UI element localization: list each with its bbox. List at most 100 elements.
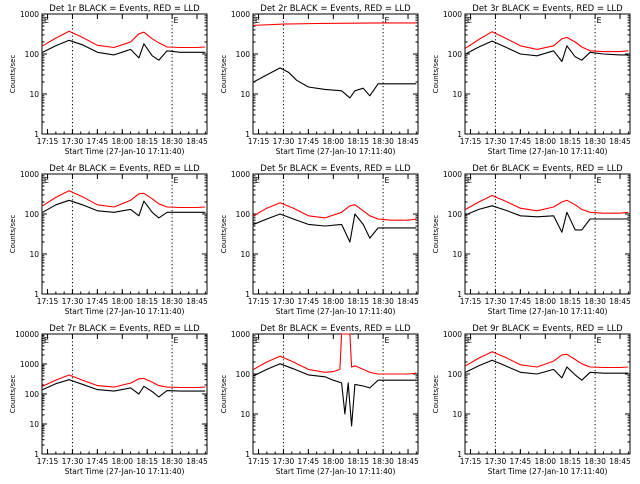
x-tick-label: 17:30 (485, 457, 507, 466)
y-tick-label: 100 (25, 210, 40, 219)
y-tick-label: 100 (236, 210, 251, 219)
series-line-events (465, 40, 629, 63)
x-tick-label: 18:15 (136, 137, 158, 146)
x-tick-label: 17:45 (510, 137, 532, 146)
chart-panel-8: Det 8r BLACK = Events, RED = LLD 1 10 100 10… (220, 324, 419, 476)
x-tick-label: 18:00 (322, 457, 344, 466)
chart-panel-1: Det 1r BLACK = Events, RED = LLD 1 10 100 10… (9, 4, 208, 156)
y-tick-label: 1 (245, 130, 250, 139)
x-axis-label: Start Time (27-Jan-10 17:11:40) (65, 147, 185, 156)
event-marker-label: E (44, 336, 49, 345)
y-axis-label: Counts/sec (220, 215, 228, 254)
x-tick-label: 18:45 (609, 297, 631, 306)
plot-frame (252, 173, 419, 295)
x-axis-label: Start Time (27-Jan-10 17:11:40) (488, 147, 608, 156)
y-axis-label: Counts/sec (432, 55, 440, 94)
x-tick-label: 18:30 (372, 297, 394, 306)
event-marker-label: E (596, 336, 601, 345)
chart-panel-7: Det 7r BLACK = Events, RED = LLD 1 10 100 10… (9, 324, 208, 476)
x-tick-label: 17:45 (298, 137, 320, 146)
event-marker-label: E (467, 16, 472, 25)
x-tick-label: 17:45 (87, 137, 109, 146)
event-marker-label: E (173, 16, 178, 25)
y-tick-label: 1000 (20, 170, 39, 179)
plot-frame (41, 13, 208, 135)
y-tick-label: 1 (245, 290, 250, 299)
plot-frame (252, 13, 419, 135)
event-marker-label: E (255, 336, 260, 345)
y-tick-label: 10 (452, 410, 462, 419)
x-axis-label: Start Time (27-Jan-10 17:11:40) (488, 467, 608, 476)
x-axis-label: Start Time (27-Jan-10 17:11:40) (65, 467, 185, 476)
series-line-events (42, 199, 206, 219)
x-tick-label: 17:45 (510, 297, 532, 306)
x-tick-label: 18:30 (584, 137, 606, 146)
x-tick-label: 18:30 (161, 137, 183, 146)
x-tick-label: 18:00 (111, 457, 133, 466)
x-tick-label: 17:30 (62, 137, 84, 146)
x-tick-label: 17:15 (460, 457, 482, 466)
x-tick-label: 18:45 (186, 457, 208, 466)
y-tick-label: 1000 (231, 170, 250, 179)
y-tick-label: 1 (457, 130, 462, 139)
y-tick-label: 100 (236, 50, 251, 59)
chart-panel-3: Det 3r BLACK = Events, RED = LLD 1 10 100 10… (432, 4, 631, 156)
x-tick-label: 18:45 (609, 137, 631, 146)
y-tick-label: 10 (29, 90, 39, 99)
chart-title: Det 7r BLACK = Events, RED = LLD (49, 324, 200, 334)
y-tick-label: 100 (25, 50, 40, 59)
x-tick-label: 17:15 (37, 137, 59, 146)
y-tick-label: 10 (452, 250, 462, 259)
x-tick-label: 17:15 (460, 297, 482, 306)
x-axis-label: Start Time (27-Jan-10 17:11:40) (488, 307, 608, 316)
event-marker-label: E (255, 16, 260, 25)
x-axis-label: Start Time (27-Jan-10 17:11:40) (65, 307, 185, 316)
y-axis-label: Counts/sec (9, 55, 17, 94)
y-tick-label: 100 (448, 370, 463, 379)
x-tick-label: 17:45 (87, 457, 109, 466)
x-tick-label: 17:15 (37, 457, 59, 466)
event-marker-label: E (44, 176, 49, 185)
series-line-lld (253, 22, 417, 26)
y-tick-label: 1 (457, 450, 462, 459)
x-tick-label: 18:30 (584, 457, 606, 466)
x-tick-label: 17:15 (248, 137, 270, 146)
plot-frame (464, 13, 631, 135)
event-marker-label: E (44, 16, 49, 25)
x-tick-label: 18:00 (322, 137, 344, 146)
x-tick-label: 18:15 (347, 297, 369, 306)
y-tick-label: 10 (29, 250, 39, 259)
series-line-events (253, 213, 417, 243)
y-tick-label: 10 (240, 90, 250, 99)
x-tick-label: 18:15 (347, 137, 369, 146)
series-line-lld (465, 31, 629, 53)
y-tick-label: 1 (245, 450, 250, 459)
y-tick-label: 1000 (443, 10, 462, 19)
y-tick-label: 10 (240, 410, 250, 419)
chart-panel-5: Det 5r BLACK = Events, RED = LLD 1 10 100 10… (220, 164, 419, 316)
x-tick-label: 18:00 (111, 297, 133, 306)
event-marker-label: E (173, 336, 178, 345)
y-axis-label: Counts/sec (220, 375, 228, 414)
chart-panel-9: Det 9r BLACK = Events, RED = LLD 1 10 100 10… (432, 324, 631, 476)
y-tick-label: 100 (448, 210, 463, 219)
x-tick-label: 18:45 (397, 137, 419, 146)
series-line-lld (465, 194, 629, 214)
plot-frame (41, 333, 208, 455)
y-tick-label: 10000 (15, 330, 39, 339)
chart-title: Det 4r BLACK = Events, RED = LLD (49, 164, 200, 174)
x-tick-label: 17:15 (248, 457, 270, 466)
chart-title: Det 8r BLACK = Events, RED = LLD (260, 324, 411, 334)
event-marker-label: E (467, 336, 472, 345)
y-tick-label: 10 (29, 420, 39, 429)
x-tick-label: 18:30 (161, 457, 183, 466)
x-tick-label: 17:30 (62, 457, 84, 466)
plot-frame (464, 333, 631, 455)
x-tick-label: 17:30 (62, 297, 84, 306)
y-axis-label: Counts/sec (432, 215, 440, 254)
y-tick-label: 100 (25, 390, 40, 399)
y-tick-label: 100 (236, 370, 251, 379)
event-marker-label: E (173, 176, 178, 185)
